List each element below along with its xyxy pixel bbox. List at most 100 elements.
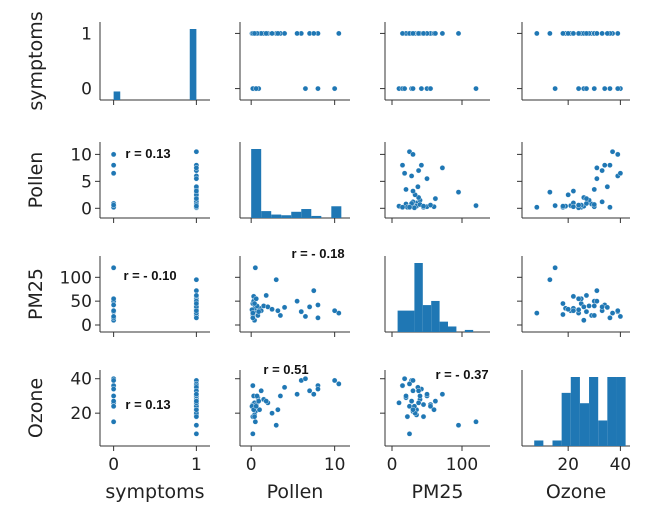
data-point [315,85,321,92]
data-point [415,183,421,190]
data-point [575,306,582,313]
data-point [193,300,200,307]
data-point [604,183,611,190]
data-point [110,302,117,308]
data-point [110,264,117,271]
data-point [427,403,434,410]
data-point [560,300,566,307]
data-point [408,398,415,404]
data-point [256,406,263,413]
data-point [410,85,416,92]
data-point [298,308,305,315]
histogram-bar [261,211,272,218]
data-point [193,175,200,182]
cell-symptoms-vs-pollen [235,22,350,105]
data-point [302,313,309,320]
correlation-label: r = - 0.18 [291,246,344,261]
cell-pollen-vs-symptoms [95,142,210,223]
data-point [193,276,200,283]
data-point [570,293,577,300]
data-point [336,30,342,37]
data-point [193,391,200,398]
correlation-label: r = 0.13 [125,397,170,412]
data-point [406,431,413,437]
data-point [591,303,598,309]
histogram-bar [464,329,474,332]
data-point [315,315,321,321]
histogram-bar [406,310,415,332]
data-point [594,298,600,304]
histogram-bar [589,377,599,446]
histogram-bar [271,214,282,218]
histogram-bar [598,420,608,446]
data-point [310,391,317,398]
cell-symptoms-vs-ozone [517,22,630,105]
data-point [607,85,613,92]
histogram-bar [251,149,262,218]
data-point [432,195,439,202]
data-point [411,204,418,211]
x-axis-title-symptoms: symptoms [105,481,204,503]
data-point [432,398,439,404]
data-point [110,307,117,314]
data-point [601,162,608,168]
data-point [609,310,616,316]
data-point [253,403,259,410]
data-point [432,30,439,37]
histogram-bar [561,392,571,446]
data-point [565,306,571,313]
data-point [473,202,479,209]
data-point [594,30,600,37]
data-point [609,148,616,155]
data-point [250,382,256,389]
cell-ozone-vs-symptoms [95,370,210,451]
data-point [583,85,590,92]
data-point [575,85,582,92]
cell-pm25-vs-ozone [517,256,630,337]
data-point [473,85,479,92]
data-point [418,85,425,92]
data-point [275,406,281,413]
data-point [255,308,262,315]
data-point [193,398,200,404]
cell-ozone-vs-pm25 [380,370,490,451]
data-point [455,189,462,195]
data-point [336,310,342,316]
y-tick-label: 5 [81,172,92,192]
y-tick-label: 10 [70,145,92,165]
data-point [570,30,577,37]
data-point [251,30,258,37]
data-point [591,186,598,193]
cell-pm25-vs-pm25 [384,256,490,337]
data-point [110,418,117,425]
data-point [315,302,321,308]
data-point [607,162,613,168]
data-point [315,386,321,392]
data-point [193,165,200,171]
y-tick-label: 0 [81,199,92,219]
data-point [281,384,288,391]
histogram-bar [414,263,423,332]
data-point [455,422,462,429]
data-point [599,167,605,174]
data-point [269,30,275,37]
data-point [410,387,416,394]
data-point [396,400,402,406]
data-point [331,307,338,314]
data-point [336,381,342,387]
data-point [575,30,582,37]
data-point [110,377,117,384]
data-point [439,30,446,37]
y-axis-title-pollen: Pollen [25,152,47,209]
data-point [560,311,566,318]
histogram-bar [281,215,292,218]
histogram-bar [331,206,342,218]
histogram-bar [579,403,590,446]
data-point [427,202,434,208]
data-point [193,307,200,314]
data-point [565,30,571,37]
data-point [607,315,613,321]
data-point [275,307,281,314]
data-point [406,381,413,387]
